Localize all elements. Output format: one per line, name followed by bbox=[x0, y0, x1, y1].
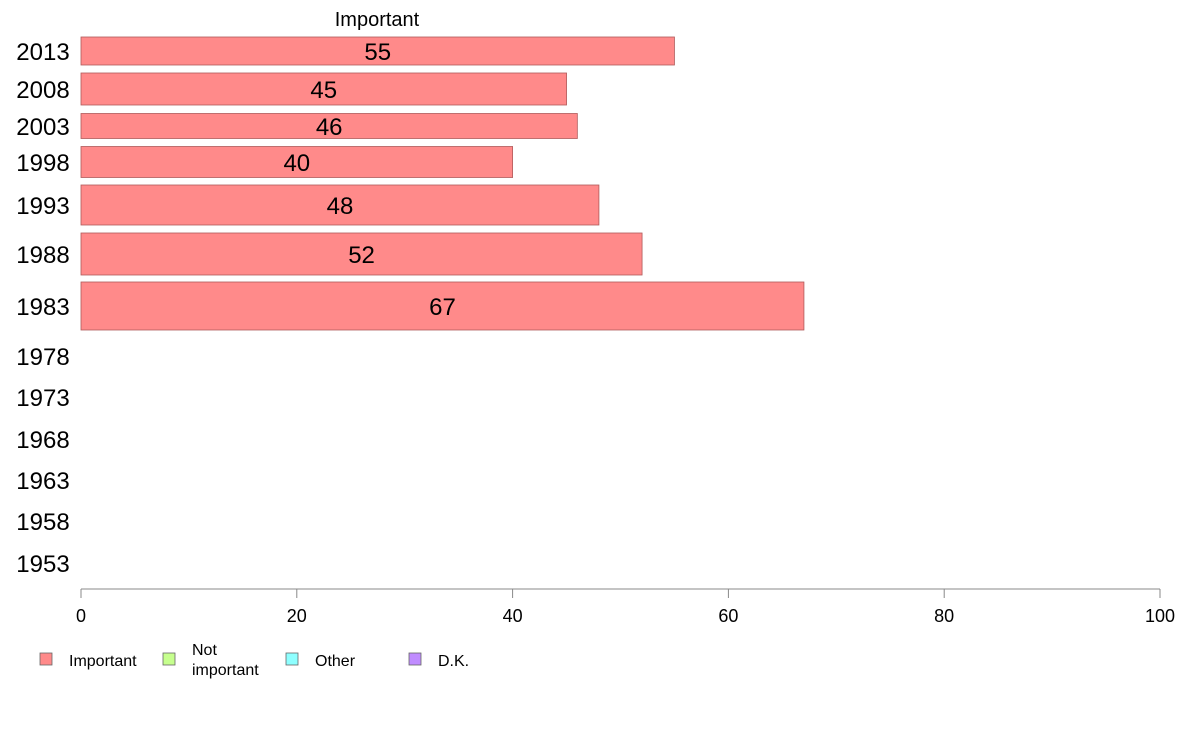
legend-item-other-swatch bbox=[285, 652, 299, 666]
year-label-1978: 1978 bbox=[16, 344, 69, 371]
bar-1998 bbox=[80, 146, 514, 178]
bar-2013 bbox=[80, 36, 675, 66]
legend-item-important-swatch bbox=[39, 652, 53, 666]
bar-value-label-2003: 46 bbox=[316, 114, 343, 141]
legend-item-d-k--label: D.K. bbox=[438, 653, 469, 670]
year-label-1998: 1998 bbox=[16, 150, 69, 177]
year-label-1963: 1963 bbox=[16, 468, 69, 495]
year-label-1958: 1958 bbox=[16, 509, 69, 536]
bar-value-label-1988: 52 bbox=[348, 242, 375, 269]
x-tick-label-20: 20 bbox=[287, 606, 307, 626]
legend-item-other-label: Other bbox=[315, 653, 356, 670]
bar-value-label-2013: 55 bbox=[364, 39, 391, 66]
bar-value-label-1983: 67 bbox=[429, 294, 456, 321]
bar-2003 bbox=[80, 113, 578, 139]
x-tick-label-100: 100 bbox=[1145, 606, 1175, 626]
x-tick-label-0: 0 bbox=[76, 606, 86, 626]
bar-value-label-2008: 45 bbox=[310, 77, 337, 104]
year-label-1968: 1968 bbox=[16, 427, 69, 454]
legend-item-d-k--swatch bbox=[408, 652, 422, 666]
bar-value-label-1998: 40 bbox=[283, 150, 310, 177]
year-label-1973: 1973 bbox=[16, 385, 69, 412]
bar-value-label-1993: 48 bbox=[327, 193, 354, 220]
x-tick-label-80: 80 bbox=[934, 606, 954, 626]
year-label-2003: 2003 bbox=[16, 114, 69, 141]
series-column-header: Important bbox=[335, 9, 420, 31]
x-tick-label-60: 60 bbox=[718, 606, 738, 626]
year-label-1953: 1953 bbox=[16, 551, 69, 578]
legend-item-not-important-label-line-1: Not bbox=[192, 642, 217, 659]
bar-2008 bbox=[80, 72, 567, 106]
year-label-1983: 1983 bbox=[16, 294, 69, 321]
bar-1983 bbox=[80, 281, 805, 331]
legend-item-important-label: Important bbox=[69, 653, 137, 670]
year-label-1993: 1993 bbox=[16, 193, 69, 220]
year-labels-group: 2013 2008 2003 1998 1993 1988 1983 1978 1973 1968… bbox=[16, 39, 69, 578]
year-label-2013: 2013 bbox=[16, 39, 69, 66]
legend-item-not-important-swatch bbox=[162, 652, 176, 666]
x-axis: 0 20 40 60 80 100 bbox=[76, 588, 1175, 626]
bar-1993 bbox=[80, 184, 600, 226]
legend-item-not-important-label-line-2: important bbox=[192, 662, 259, 679]
year-label-2008: 2008 bbox=[16, 77, 69, 104]
bar-1988 bbox=[80, 232, 643, 276]
x-tick-label-40: 40 bbox=[503, 606, 523, 626]
legend: Important Not important Other D.K. bbox=[39, 642, 469, 679]
year-label-1988: 1988 bbox=[16, 242, 69, 269]
